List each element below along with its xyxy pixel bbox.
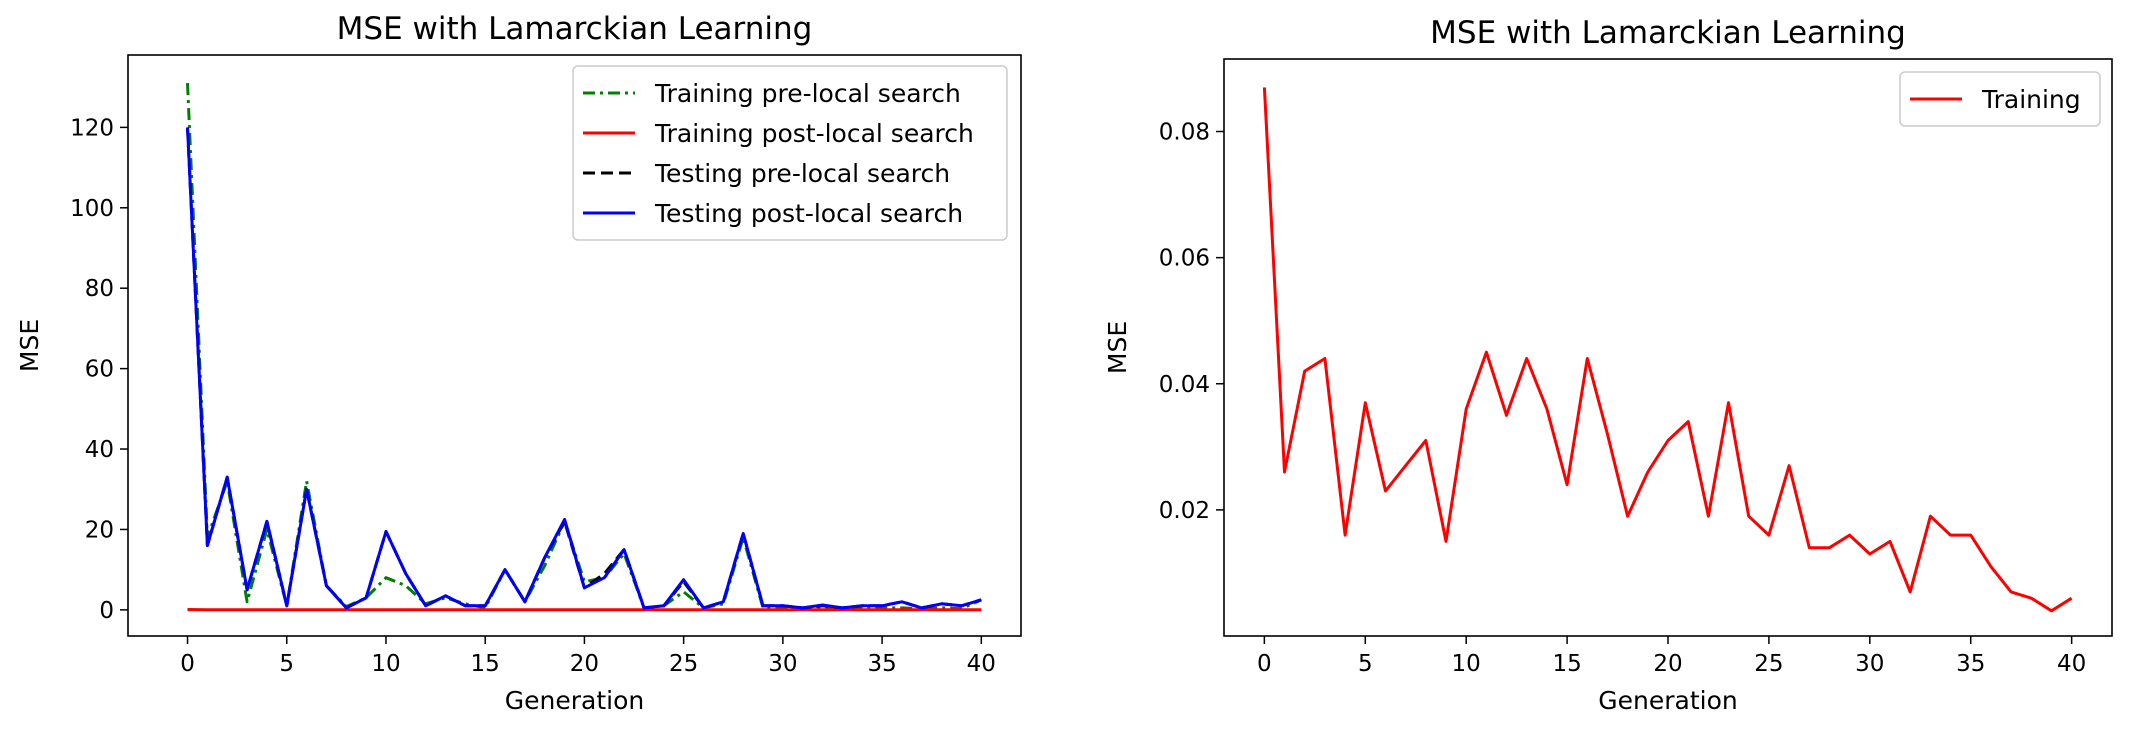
y-axis-label: MSE [15, 319, 44, 372]
x-tick-label: 35 [1956, 651, 1985, 677]
x-tick-label: 0 [1257, 651, 1272, 677]
x-tick-label: 40 [2057, 651, 2086, 677]
y-tick-label: 0.06 [1159, 246, 1210, 272]
y-tick-label: 100 [70, 196, 114, 222]
x-tick-label: 20 [1653, 651, 1682, 677]
y-tick-label: 40 [85, 437, 114, 463]
chart-title: MSE with Lamarckian Learning [337, 11, 813, 47]
right-plot: MSE with Lamarckian Learning 0 5 10 15 20 25 30… [1103, 15, 2113, 715]
series-line-4 [186, 127, 982, 610]
y-tick-label: 120 [70, 115, 114, 141]
legend-label: Training [1981, 85, 2081, 114]
x-tick-label: 5 [1358, 651, 1373, 677]
left-plot: MSE with Lamarckian Learning 0 5 10 15 20 25 30… [15, 11, 1022, 715]
x-axis-label: Generation [1598, 686, 1737, 715]
y-axis-label: MSE [1103, 321, 1132, 374]
x-tick-label: 15 [1552, 651, 1581, 677]
series-line-1 [1262, 87, 2073, 613]
legend-label: Training pre-local search [654, 79, 961, 108]
legend-box [572, 65, 1008, 241]
y-tick-label: 0.08 [1159, 120, 1210, 146]
chart-title: MSE with Lamarckian Learning [1430, 15, 1906, 51]
x-tick-label: 5 [279, 651, 294, 677]
x-tick-label: 30 [1855, 651, 1884, 677]
y-tick-label: 0 [99, 598, 114, 624]
x-tick-label: 35 [867, 651, 896, 677]
x-tick-label: 15 [471, 651, 500, 677]
y-tick-label: 80 [85, 276, 114, 302]
y-tick-label: 60 [85, 357, 114, 383]
legend-label: Testing pre-local search [654, 159, 950, 188]
x-tick-label: 10 [1452, 651, 1481, 677]
x-tick-label: 25 [1754, 651, 1783, 677]
x-tick-label: 10 [371, 651, 400, 677]
x-tick-label: 30 [768, 651, 797, 677]
x-tick-label: 20 [570, 651, 599, 677]
y-tick-label: 0.02 [1159, 498, 1210, 524]
y-tick-label: 0.04 [1159, 372, 1210, 398]
x-tick-label: 25 [669, 651, 698, 677]
x-tick-label: 0 [180, 651, 195, 677]
x-tick-label: 40 [967, 651, 996, 677]
x-axis-label: Generation [505, 686, 644, 715]
y-tick-label: 20 [85, 517, 114, 543]
legend-label: Testing post-local search [654, 199, 963, 228]
legend-label: Training post-local search [654, 119, 974, 148]
plot-frame [127, 54, 1022, 637]
legend-box [1899, 71, 2101, 127]
